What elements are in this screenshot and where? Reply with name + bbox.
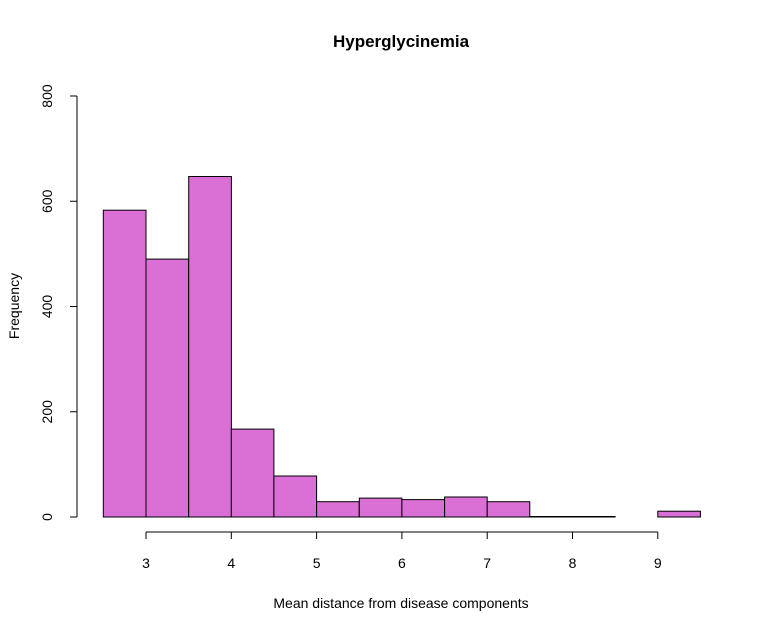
histogram-bar bbox=[529, 516, 573, 518]
histogram-bar bbox=[188, 176, 232, 518]
y-axis: 0 200 400 600 800 bbox=[39, 84, 78, 521]
y-tick-label: 0 bbox=[39, 513, 55, 521]
x-tick-label: 6 bbox=[398, 555, 406, 571]
x-axis-label: Mean distance from disease components bbox=[273, 595, 528, 611]
x-tick-label: 7 bbox=[483, 555, 491, 571]
histogram-bar bbox=[316, 501, 360, 518]
x-tick-label: 5 bbox=[313, 555, 321, 571]
y-tick-label: 800 bbox=[39, 84, 55, 108]
y-axis-label: Frequency bbox=[6, 273, 22, 339]
x-tick-label: 9 bbox=[654, 555, 662, 571]
histogram-bar bbox=[358, 497, 403, 518]
x-axis: 3 4 5 6 7 8 9 bbox=[142, 531, 662, 571]
y-tick-label: 200 bbox=[39, 400, 55, 424]
histogram-bar bbox=[145, 258, 190, 518]
chart-title: Hyperglycinemia bbox=[333, 32, 470, 51]
histogram-bar bbox=[486, 501, 531, 518]
y-tick-label: 600 bbox=[39, 189, 55, 213]
histogram-bar bbox=[572, 516, 616, 518]
histogram-bar bbox=[102, 209, 147, 518]
bars-group bbox=[102, 176, 701, 518]
x-tick-label: 4 bbox=[227, 555, 235, 571]
histogram-bar bbox=[230, 428, 275, 518]
histogram-bar bbox=[657, 510, 701, 518]
histogram-bar bbox=[444, 496, 488, 518]
x-tick-label: 8 bbox=[569, 555, 577, 571]
x-tick-label: 3 bbox=[142, 555, 150, 571]
histogram-bar bbox=[401, 499, 446, 518]
y-tick-label: 400 bbox=[39, 295, 55, 319]
histogram-bar bbox=[273, 475, 318, 518]
